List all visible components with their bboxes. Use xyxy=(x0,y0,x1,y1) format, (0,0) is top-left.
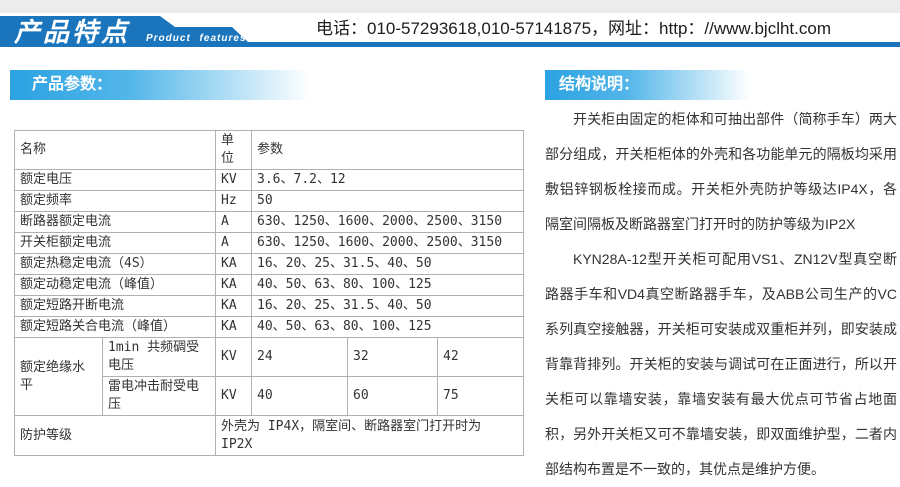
param-value-cell: 24 xyxy=(251,337,349,377)
table-row: 额定动稳定电流（峰值） KA 40、50、63、80、100、125 xyxy=(13,274,525,296)
param-name-cell: 防护等级 xyxy=(13,415,217,456)
insulation-sub-name-cell: 1min 共频碉受电压 xyxy=(101,337,217,377)
param-unit-cell: Hz xyxy=(215,190,253,212)
contact-info: 电话：010-57293618,010-57141875，网址：http：//w… xyxy=(316,19,831,38)
section-title-structure: 结构说明： xyxy=(545,70,750,100)
param-value-cell: 32 xyxy=(347,337,439,377)
param-unit-cell: KA xyxy=(215,274,253,296)
top-edge-strip xyxy=(0,0,900,13)
insulation-row-2: 雷电冲击耐受电压 KV 40 60 75 xyxy=(15,376,525,416)
section-title-product-params: 产品参数： xyxy=(10,70,310,100)
insulation-row-1: 额定绝缘水平 1min 共频碉受电压 KV 24 32 42 xyxy=(14,337,525,416)
param-name-cell: 额定电压 xyxy=(13,169,217,191)
param-value-cell: 40 xyxy=(251,376,349,416)
protection-row: 防护等级 外壳为 IP4X，隔室间、断路器室门打开时为 IP2X xyxy=(13,415,525,456)
param-unit-cell: KA xyxy=(215,316,253,338)
col-header-param: 参数 xyxy=(251,130,525,170)
structure-description: 开关柜由固定的柜体和可抽出部件（简称手车）两大部分组成，开关柜柜体的外壳和各功能… xyxy=(545,102,897,487)
param-name-cell: 额定短路开断电流 xyxy=(13,295,217,317)
param-unit-cell: KV xyxy=(215,376,253,416)
insulation-group-name-cell: 额定绝缘水平 xyxy=(14,337,103,416)
banner-title-en: Product features xyxy=(146,33,247,44)
param-value-cell: 42 xyxy=(437,337,525,377)
param-name-cell: 开关柜额定电流 xyxy=(13,232,217,254)
col-header-name: 名称 xyxy=(13,130,217,170)
param-value-cell: 外壳为 IP4X，隔室间、断路器室门打开时为 IP2X xyxy=(215,415,525,456)
param-unit-cell: KV xyxy=(215,337,253,377)
table-row: 额定频率 Hz 50 xyxy=(13,190,525,212)
param-name-cell: 额定短路关合电流（峰值） xyxy=(13,316,217,338)
param-unit-cell: A xyxy=(215,211,253,233)
table-header-row: 名称 单位 参数 xyxy=(13,130,525,170)
param-value-cell: 630、1250、1600、2000、2500、3150 xyxy=(251,232,525,254)
table-row: 开关柜额定电流 A 630、1250、1600、2000、2500、3150 xyxy=(13,232,525,254)
param-value-cell: 16、20、25、31.5、40、50 xyxy=(251,295,525,317)
structure-paragraph-1: 开关柜由固定的柜体和可抽出部件（简称手车）两大部分组成，开关柜柜体的外壳和各功能… xyxy=(545,111,897,232)
param-unit-cell: A xyxy=(215,232,253,254)
param-name-cell: 额定动稳定电流（峰值） xyxy=(13,274,217,296)
param-unit-cell: KA xyxy=(215,253,253,275)
param-value-cell: 60 xyxy=(347,376,439,416)
col-header-unit: 单位 xyxy=(215,130,253,170)
spec-table: 名称 单位 参数 额定电压 KV 3.6、7.2、12 额定频率 Hz 50 断… xyxy=(13,130,525,456)
insulation-sub-name-cell: 雷电冲击耐受电压 xyxy=(101,376,217,416)
param-value-cell: 40、50、63、80、100、125 xyxy=(251,316,525,338)
param-name-cell: 额定频率 xyxy=(13,190,217,212)
table-row: 额定电压 KV 3.6、7.2、12 xyxy=(13,169,525,191)
table-row: 额定短路关合电流（峰值） KA 40、50、63、80、100、125 xyxy=(13,316,525,338)
param-name-cell: 断路器额定电流 xyxy=(13,211,217,233)
param-value-cell: 630、1250、1600、2000、2500、3150 xyxy=(251,211,525,233)
table-row: 额定热稳定电流（4S） KA 16、20、25、31.5、40、50 xyxy=(13,253,525,275)
table-row: 额定短路开断电流 KA 16、20、25、31.5、40、50 xyxy=(13,295,525,317)
structure-paragraph-2: KYN28A-12型开关柜可配用VS1、ZN12V型真空断路器手车和VD4真空断… xyxy=(545,251,897,477)
param-unit-cell: KV xyxy=(215,169,253,191)
param-value-cell: 40、50、63、80、100、125 xyxy=(251,274,525,296)
table-row: 断路器额定电流 A 630、1250、1600、2000、2500、3150 xyxy=(13,211,525,233)
param-unit-cell: KA xyxy=(215,295,253,317)
param-value-cell: 16、20、25、31.5、40、50 xyxy=(251,253,525,275)
param-value-cell: 50 xyxy=(251,190,525,212)
param-value-cell: 3.6、7.2、12 xyxy=(251,169,525,191)
param-value-cell: 75 xyxy=(437,376,525,416)
param-name-cell: 额定热稳定电流（4S） xyxy=(13,253,217,275)
banner-title-cn: 产品特点 xyxy=(14,17,131,47)
